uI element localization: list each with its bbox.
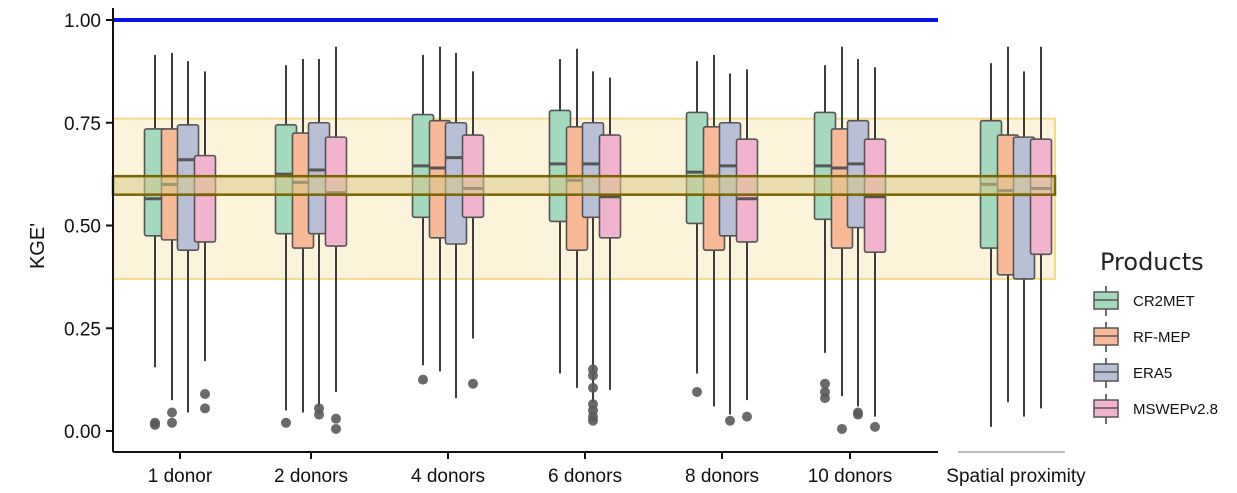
y-tick-label: 0.75 — [64, 114, 101, 135]
outlier-point — [167, 407, 177, 418]
outlier-point — [331, 423, 341, 434]
legend: Products CR2MET RF-MEP ERA5 MSWEPv2.8 — [1093, 248, 1218, 424]
outlier-point — [468, 378, 478, 389]
outlier-point — [837, 423, 847, 434]
x-tick-label: 6 donors — [548, 466, 622, 487]
outlier-point — [418, 374, 428, 385]
axis-layer: KGE' 0.00 0.25 0.50 0.75 1.00 1 donor 2 donors… — [27, 8, 1086, 487]
outlier-point — [331, 413, 341, 424]
legend-title: Products — [1100, 248, 1204, 276]
box-era5-3 — [444, 52, 468, 399]
y-axis-title: KGE' — [27, 223, 49, 269]
x-tick-label: 1 donor — [148, 466, 213, 487]
x-tick-label: Spatial proximity — [946, 466, 1086, 487]
x-tick-label: 2 donors — [274, 466, 348, 487]
outlier-point — [820, 378, 830, 389]
x-tick-label: 4 donors — [411, 466, 485, 487]
legend-label: RF-MEP — [1133, 329, 1191, 346]
box-body — [193, 154, 217, 243]
outlier-point — [853, 409, 863, 420]
y-tick-label: 1.00 — [64, 11, 101, 32]
outlier-point — [167, 417, 177, 428]
outlier-point — [692, 386, 702, 397]
legend-item-era5: ERA5 — [1093, 358, 1172, 388]
outlier-point — [200, 403, 210, 414]
outlier-point — [150, 419, 160, 430]
box-rf-mep-4 — [565, 48, 589, 388]
x-tick-label: 8 donors — [685, 466, 759, 487]
outlier-point — [588, 370, 598, 381]
outlier-point — [281, 417, 291, 428]
outlier-point — [588, 382, 598, 393]
y-tick-label: 0.00 — [64, 422, 101, 443]
inner-band-layer — [111, 174, 1057, 196]
box-rf-mep-2 — [291, 59, 315, 413]
box-mswepv2.8-7 — [1029, 46, 1053, 409]
outlier-point — [588, 415, 598, 426]
outlier-point — [725, 415, 735, 426]
box-body — [1029, 138, 1053, 256]
legend-label: ERA5 — [1133, 365, 1172, 382]
outlier-point — [200, 389, 210, 400]
outlier-point — [314, 409, 324, 420]
y-tick-label: 0.50 — [64, 217, 101, 238]
legend-label: CR2MET — [1133, 293, 1195, 310]
box-mswepv2.8-2 — [324, 46, 348, 434]
x-tick-label: 10 donors — [808, 466, 893, 487]
box-rf-mep-6 — [830, 46, 854, 434]
legend-label: MSWEPv2.8 — [1133, 401, 1218, 418]
outlier-point — [870, 421, 880, 432]
outlier-point — [742, 411, 752, 422]
legend-item-cr2met: CR2MET — [1093, 286, 1195, 316]
inner-band — [111, 174, 1057, 196]
y-tick-label: 0.25 — [64, 319, 101, 340]
legend-item-mswepv2.8: MSWEPv2.8 — [1093, 394, 1218, 424]
legend-item-rf-mep: RF-MEP — [1093, 322, 1191, 352]
outlier-point — [820, 393, 830, 404]
